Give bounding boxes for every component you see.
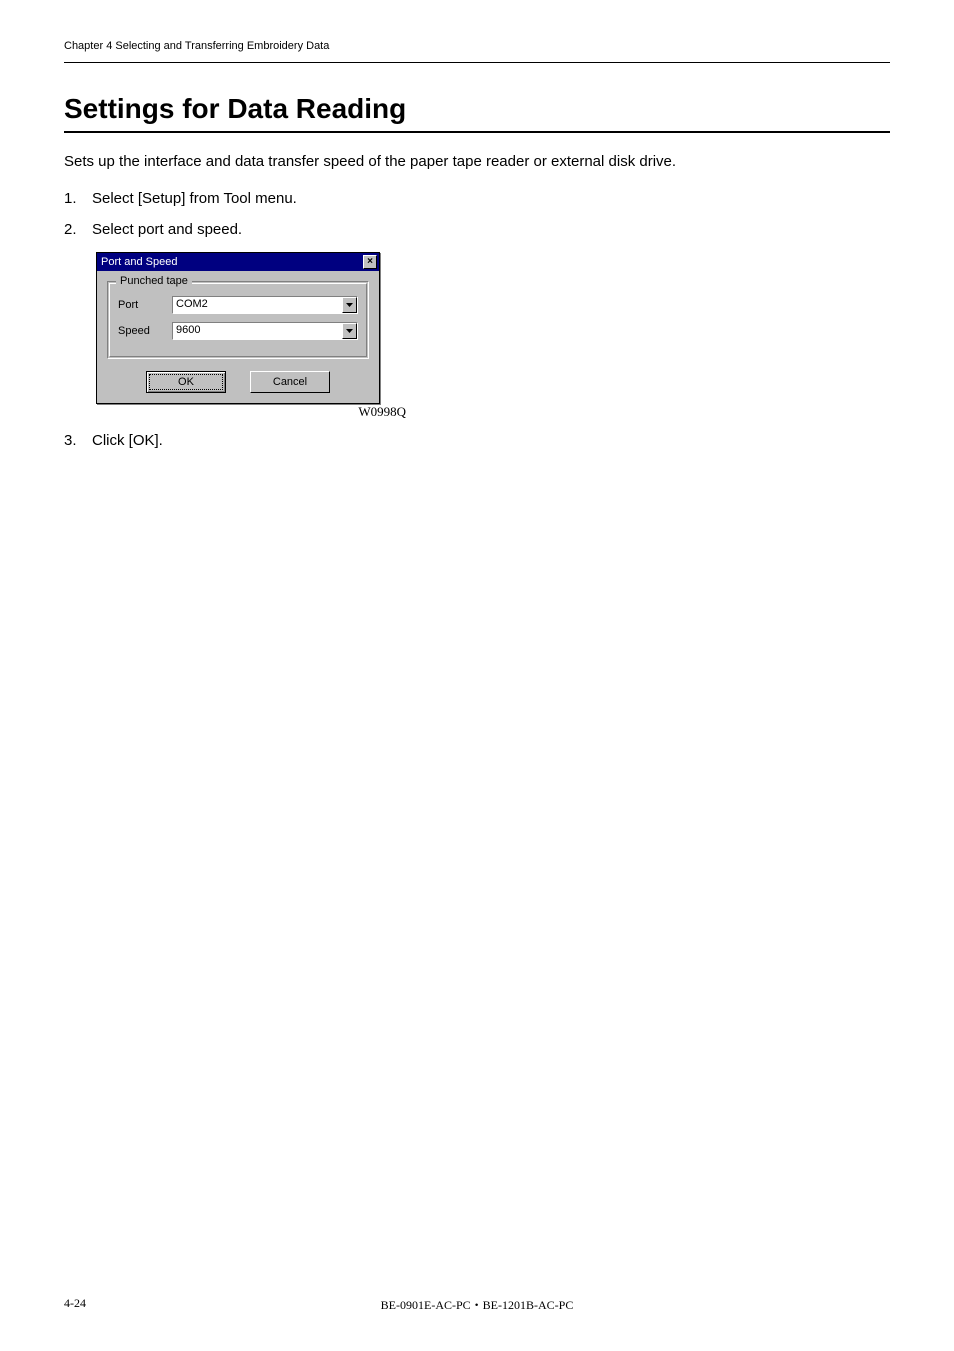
step-list: 1. Select [Setup] from Tool menu. 2. Sel… [64,190,890,238]
port-and-speed-dialog: Port and Speed × Punched tape Port COM2 [96,252,380,404]
speed-row: Speed 9600 [118,322,358,340]
step-number: 3. [64,432,92,449]
dialog-titlebar[interactable]: Port and Speed × [97,253,379,271]
speed-value: 9600 [173,323,342,339]
page-number: 4-24 [64,1296,86,1311]
groupbox-legend: Punched tape [116,275,192,287]
dialog-body: Punched tape Port COM2 Speed [97,271,379,403]
cancel-button[interactable]: Cancel [250,371,330,393]
port-label: Port [118,299,172,311]
speed-label: Speed [118,325,172,337]
dialog-button-row: OK Cancel [107,371,369,393]
step-list-continued: 3. Click [OK]. [64,432,890,449]
model-text: BE-0901E-AC-PC・BE-1201B-AC-PC [381,1296,574,1313]
chevron-down-icon[interactable] [342,323,357,339]
figure-caption: W0998Q [358,404,406,420]
step-text: Select port and speed. [92,221,890,238]
port-row: Port COM2 [118,296,358,314]
port-combobox[interactable]: COM2 [172,296,358,314]
chapter-header: Chapter 4 Selecting and Transferring Emb… [64,40,890,58]
punched-tape-groupbox: Punched tape Port COM2 Speed [107,281,369,359]
page: Chapter 4 Selecting and Transferring Emb… [0,0,954,1351]
step-text: Click [OK]. [92,432,890,449]
step-text: Select [Setup] from Tool menu. [92,190,890,207]
step-number: 2. [64,221,92,238]
chevron-down-icon[interactable] [342,297,357,313]
page-title: Settings for Data Reading [64,93,890,125]
step-item: 1. Select [Setup] from Tool menu. [64,190,890,207]
heading-rule [64,131,890,133]
page-footer: 4-24 BE-0901E-AC-PC・BE-1201B-AC-PC [64,1296,890,1311]
speed-combobox[interactable]: 9600 [172,322,358,340]
chapter-rule [64,62,890,63]
subheading: Sets up the interface and data transfer … [64,153,890,170]
close-icon[interactable]: × [363,255,377,269]
dialog-screenshot: Port and Speed × Punched tape Port COM2 [96,252,396,404]
step-item: 2. Select port and speed. [64,221,890,238]
port-value: COM2 [173,297,342,313]
ok-button[interactable]: OK [146,371,226,393]
step-item: 3. Click [OK]. [64,432,890,449]
dialog-title: Port and Speed [101,256,177,268]
step-number: 1. [64,190,92,207]
